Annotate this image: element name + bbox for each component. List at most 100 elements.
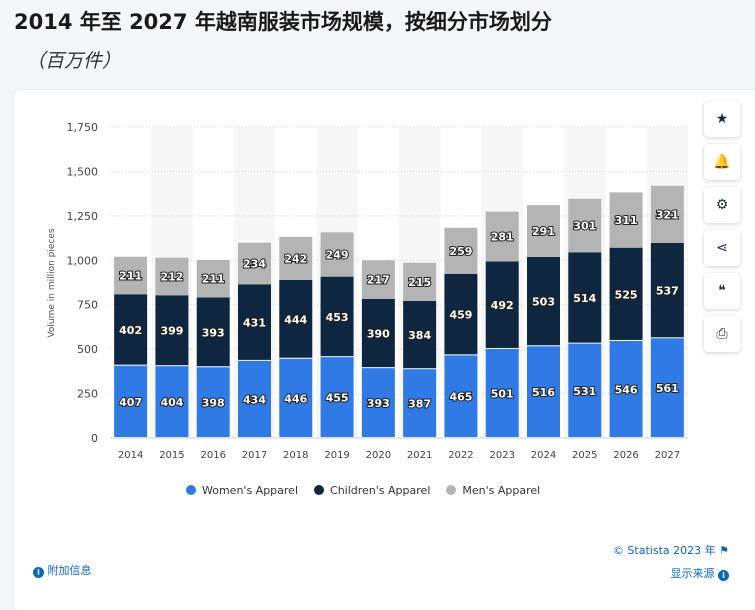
x-tick-label: 2027 [655,450,680,461]
data-label: 404 [160,396,183,409]
bar-women-s-apparelsegment [361,368,395,437]
data-label: 503 [532,296,555,309]
legend-item[interactable]: Women's Apparel [186,484,298,497]
bar-children-s-apparelsegment [114,294,148,365]
data-label: 211 [119,269,142,282]
quote-icon: ❝ [718,283,726,299]
bar-children-s-apparelsegment [650,242,684,338]
bar-men-s-apparelsegment [444,227,478,274]
y-tick-label: 250 [77,388,98,401]
quote-button[interactable]: ❝ [704,273,740,309]
bar-men-s-apparelsegment [361,260,395,299]
data-label: 212 [160,270,183,283]
x-tick-label: 2014 [118,450,143,461]
copyright-text: © Statista 2023 年 [612,544,716,557]
bar-men-s-apparelsegment [238,242,271,285]
copyright[interactable]: © Statista 2023 年 ⚑ [613,542,729,558]
bar-children-s-apparelsegment [155,295,189,366]
x-tick-label: 2025 [572,450,597,461]
legend-label: Women's Apparel [202,484,299,497]
legend-item[interactable]: Children's Apparel [314,484,430,497]
show-source-link[interactable]: 显示来源 i [670,565,729,581]
print-icon: ⎙ [716,326,728,342]
x-tick-label: 2021 [407,450,432,461]
bar-men-s-apparelsegment [568,198,602,253]
y-tick-label: 1,250 [67,210,99,223]
data-label: 516 [532,386,555,399]
star-icon: ★ [715,111,729,127]
data-label: 561 [656,382,679,395]
bar-men-s-apparelsegment [650,185,684,243]
bell-button[interactable]: 🔔 [704,144,740,180]
data-label: 321 [656,208,679,221]
data-label: 215 [408,276,431,289]
data-label: 525 [615,288,638,301]
x-tick-label: 2026 [613,450,638,461]
bar-men-s-apparelsegment [403,262,437,301]
data-label: 242 [284,252,307,265]
data-label: 234 [243,257,266,270]
y-tick-label: 1,000 [67,254,99,267]
y-tick-label: 0 [91,432,98,445]
data-label: 398 [202,397,225,410]
bar-women-s-apparelsegment [320,357,354,437]
bar-women-s-apparelsegment [527,346,560,437]
data-label: 393 [367,397,390,410]
additional-info-label: 附加信息 [47,564,92,577]
data-label: 217 [367,274,390,287]
bar-men-s-apparelsegment [279,236,313,280]
y-tick-label: 1,750 [67,121,99,134]
bar-children-s-apparelsegment [238,284,271,360]
data-label: 453 [326,311,349,324]
x-tick-label: 2016 [200,450,225,461]
bar-children-s-apparelsegment [568,252,602,343]
legend-item[interactable]: Men's Apparel [446,484,540,497]
share-icon: ⋖ [716,240,728,256]
data-label: 465 [449,391,472,404]
stacked-bar-chart: 0 250 500 750 1,000 1,250 1,500 1,750 Volume in … [47,121,688,461]
bar-women-s-apparelsegment [650,338,684,437]
data-label: 455 [326,392,349,405]
gear-button[interactable]: ⚙ [704,187,740,223]
info-icon: i [33,567,44,578]
y-tick-label: 1,500 [67,165,99,178]
data-label: 459 [449,309,472,322]
x-tick-label: 2019 [324,450,349,461]
bar-men-s-apparelsegment [114,256,148,295]
x-tick-label: 2020 [366,450,391,461]
bar-men-s-apparelsegment [485,211,519,262]
additional-info-link[interactable]: i 附加信息 [33,562,92,578]
data-label: 402 [119,324,142,337]
bar-women-s-apparelsegment [403,369,437,437]
page-subtitle: （百万件） [26,50,122,72]
data-label: 390 [367,328,390,341]
bar-men-s-apparelsegment [155,257,189,296]
x-tick-label: 2024 [531,450,556,461]
bar-women-s-apparelsegment [238,360,271,437]
star-button[interactable]: ★ [704,101,740,137]
bar-children-s-apparelsegment [361,298,395,368]
share-button[interactable]: ⋖ [704,230,740,266]
data-label: 434 [243,393,266,406]
data-label: 249 [326,249,349,262]
data-label: 384 [408,329,431,342]
data-label: 387 [408,398,431,411]
data-label: 311 [615,214,638,227]
show-source-label: 显示来源 [670,567,715,580]
bar-children-s-apparelsegment [527,256,560,346]
x-tick-label: 2017 [242,450,267,461]
legend-swatch [314,485,325,495]
legend: Women's Apparel Children's Apparel Men's A… [186,484,540,497]
print-button[interactable]: ⎙ [704,316,740,352]
data-label: 501 [491,387,514,400]
bar-women-s-apparelsegment [444,355,478,437]
x-tick-label: 2023 [489,450,514,461]
bar-children-s-apparelsegment [403,300,437,369]
bar-children-s-apparelsegment [444,273,478,355]
info-icon: i [718,570,729,581]
data-label: 301 [573,220,596,233]
data-label: 537 [656,285,679,298]
data-label: 431 [243,317,266,330]
bar-women-s-apparelsegment [279,358,313,437]
data-label: 259 [449,245,472,258]
